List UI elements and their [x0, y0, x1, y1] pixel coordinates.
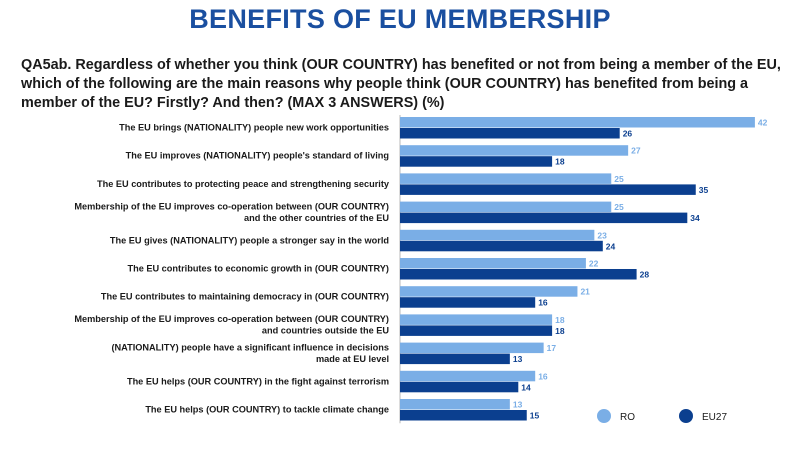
- data-label-ro: 23: [597, 230, 607, 240]
- bar-eu27: [400, 128, 620, 139]
- data-label-eu27: 35: [699, 185, 709, 195]
- data-label-ro: 16: [538, 371, 548, 381]
- category-label: Membership of the EU improves co-operati…: [74, 201, 389, 211]
- data-label-eu27: 16: [538, 298, 548, 308]
- data-label-eu27: 13: [513, 354, 523, 364]
- data-label-ro: 13: [513, 400, 523, 410]
- category-label: The EU improves (NATIONALITY) people's s…: [126, 151, 389, 161]
- data-label-ro: 22: [589, 259, 599, 269]
- category-label: The EU brings (NATIONALITY) people new w…: [119, 123, 389, 133]
- category-label: Membership of the EU improves co-operati…: [74, 314, 389, 324]
- bar-ro: [400, 342, 544, 354]
- category-label: and countries outside the EU: [262, 326, 389, 336]
- bar-eu27: [400, 325, 553, 336]
- bar-eu27: [400, 184, 696, 195]
- bar-eu27: [400, 156, 553, 167]
- data-label-eu27: 34: [690, 213, 700, 223]
- data-label-eu27: 15: [530, 411, 540, 421]
- data-label-eu27: 26: [623, 129, 633, 139]
- data-label-eu27: 14: [521, 382, 531, 392]
- page-title: BENEFITS OF EU MEMBERSHIP: [189, 4, 611, 34]
- bar-ro: [400, 286, 578, 297]
- bar-ro: [400, 229, 595, 241]
- bar-ro: [400, 201, 612, 213]
- data-label-ro: 18: [555, 315, 565, 325]
- legend-marker-eu27: [679, 409, 693, 423]
- category-label: The EU gives (NATIONALITY) people a stro…: [110, 235, 389, 245]
- bar-ro: [400, 258, 586, 269]
- bar-eu27: [400, 381, 519, 393]
- bar-ro: [400, 399, 510, 410]
- bar-eu27: [400, 212, 688, 224]
- category-label: The EU helps (OUR COUNTRY) to tackle cli…: [145, 405, 389, 415]
- data-label-eu27: 28: [640, 270, 650, 280]
- legend-label-eu27: EU27: [702, 412, 727, 423]
- category-label: The EU contributes to economic growth in…: [127, 264, 389, 274]
- bar-ro: [400, 145, 629, 156]
- category-label: The EU helps (OUR COUNTRY) in the fight …: [127, 376, 389, 386]
- data-label-ro: 21: [580, 287, 590, 297]
- bar-ro: [400, 370, 536, 382]
- bar-eu27: [400, 410, 527, 421]
- bar-eu27: [400, 269, 637, 280]
- data-label-eu27: 24: [606, 241, 616, 251]
- legend-label-ro: RO: [620, 412, 635, 423]
- category-label: The EU contributes to maintaining democr…: [101, 292, 389, 302]
- bar-eu27: [400, 240, 603, 252]
- data-label-eu27: 18: [555, 326, 565, 336]
- data-label-ro: 25: [614, 202, 624, 212]
- category-label: and the other countries of the EU: [244, 213, 389, 223]
- data-label-ro: 17: [547, 343, 557, 353]
- data-label-ro: 27: [631, 146, 641, 156]
- data-label-ro: 42: [758, 118, 768, 128]
- bar-ro: [400, 173, 612, 184]
- bar-ro: [400, 117, 755, 128]
- data-label-eu27: 18: [555, 157, 565, 167]
- bar-eu27: [400, 297, 536, 308]
- question-text: QA5ab. Regardless of whether you think (…: [21, 57, 781, 111]
- data-label-ro: 25: [614, 174, 624, 184]
- category-label: made at EU level: [316, 354, 389, 364]
- category-label: The EU contributes to protecting peace a…: [97, 179, 390, 189]
- bar-eu27: [400, 353, 510, 365]
- legend-marker-ro: [597, 409, 611, 423]
- bar-ro: [400, 314, 553, 325]
- category-label: (NATIONALITY) people have a significant …: [111, 342, 389, 352]
